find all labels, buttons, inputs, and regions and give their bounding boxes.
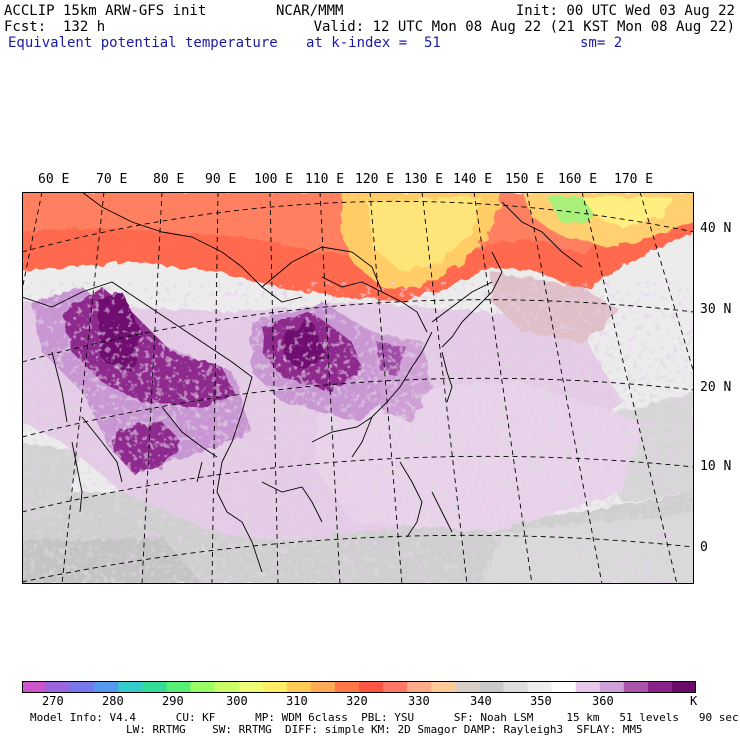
colorbar-swatch xyxy=(46,681,71,693)
colorbar-swatch xyxy=(527,681,553,693)
lon-label: 100 E xyxy=(254,172,294,187)
colorbar-swatch xyxy=(94,681,119,693)
colorbar-swatch xyxy=(575,681,601,693)
forecast-hour: Fcst: 132 h xyxy=(4,19,106,35)
colorbar-swatch xyxy=(623,681,649,693)
lat-label: 30 N xyxy=(700,302,732,317)
colorbar-label: 280 xyxy=(102,694,124,708)
lon-label: 110 E xyxy=(305,172,345,187)
longitude-lines xyxy=(22,192,694,584)
model-title: ACCLIP 15km ARW-GFS init xyxy=(4,3,207,19)
colorbar-swatch xyxy=(166,681,191,693)
level-index: at k-index = 51 xyxy=(306,35,441,51)
colorbar-swatch xyxy=(383,681,408,693)
colorbar-label: 290 xyxy=(162,694,184,708)
lat-label: 10 N xyxy=(700,459,732,474)
colorbar-swatch xyxy=(359,681,384,693)
colorbar-label: 320 xyxy=(346,694,368,708)
colorbar-swatch xyxy=(262,681,288,693)
colorbar-swatch xyxy=(671,681,696,693)
colorbar-swatch xyxy=(431,681,456,693)
model-info-line2: LW: RRTMG SW: RRTMG DIFF: simple KM: 2D … xyxy=(126,723,643,736)
center-name: NCAR/MMM xyxy=(276,3,344,19)
colorbar-label: 340 xyxy=(470,694,492,708)
model-info-line1: Model Info: V4.4 CU: KF MP: WDM 6class P… xyxy=(30,711,739,724)
lon-label: 120 E xyxy=(355,172,395,187)
init-time: Init: 00 UTC Wed 03 Aug 22 xyxy=(515,3,735,19)
lon-label: 80 E xyxy=(153,172,185,187)
lon-label: 130 E xyxy=(404,172,444,187)
colorbar-swatch xyxy=(334,681,360,693)
lat-label: 0 xyxy=(700,540,708,555)
lon-label: 150 E xyxy=(505,172,545,187)
colorbar-swatch xyxy=(238,681,264,693)
colorbar-swatch xyxy=(647,681,673,693)
colorbar xyxy=(22,681,696,693)
colorbar-swatch xyxy=(407,681,432,693)
valid-time: Valid: 12 UTC Mon 08 Aug 22 (21 KST Mon … xyxy=(313,19,735,35)
smoothing: sm= 2 xyxy=(580,35,623,51)
colorbar-swatch xyxy=(479,681,504,693)
colorbar-swatch xyxy=(551,681,577,693)
colorbar-swatch xyxy=(70,681,95,693)
colorbar-swatch xyxy=(599,681,625,693)
lat-label: 20 N xyxy=(700,380,732,395)
colorbar-swatch xyxy=(286,681,312,693)
field-name: Equivalent potential temperature xyxy=(8,35,278,51)
theta-e-map xyxy=(22,192,694,584)
lon-label: 70 E xyxy=(96,172,128,187)
map-frame xyxy=(22,192,694,584)
colorbar-swatch xyxy=(142,681,167,693)
lon-label: 170 E xyxy=(614,172,654,187)
lon-label: 140 E xyxy=(453,172,493,187)
colorbar-label: 360 xyxy=(592,694,614,708)
lon-label: 90 E xyxy=(205,172,237,187)
colorbar-swatch xyxy=(214,681,240,693)
coastlines xyxy=(22,192,583,573)
colorbar-swatches xyxy=(22,681,696,693)
colorbar-swatch xyxy=(22,681,47,693)
colorbar-swatch xyxy=(310,681,336,693)
colorbar-label: 300 xyxy=(226,694,248,708)
colorbar-swatch xyxy=(190,681,216,693)
colorbar-label: 350 xyxy=(530,694,552,708)
colorbar-swatch xyxy=(455,681,480,693)
lat-label: 40 N xyxy=(700,221,732,236)
colorbar-label: 270 xyxy=(42,694,64,708)
lon-label: 160 E xyxy=(558,172,598,187)
colorbar-label: 330 xyxy=(408,694,430,708)
colorbar-swatch xyxy=(118,681,143,693)
colorbar-unit: K xyxy=(690,694,698,708)
colorbar-label: 310 xyxy=(286,694,308,708)
latitude-lines xyxy=(22,200,694,583)
lon-label: 60 E xyxy=(38,172,70,187)
colorbar-swatch xyxy=(503,681,528,693)
